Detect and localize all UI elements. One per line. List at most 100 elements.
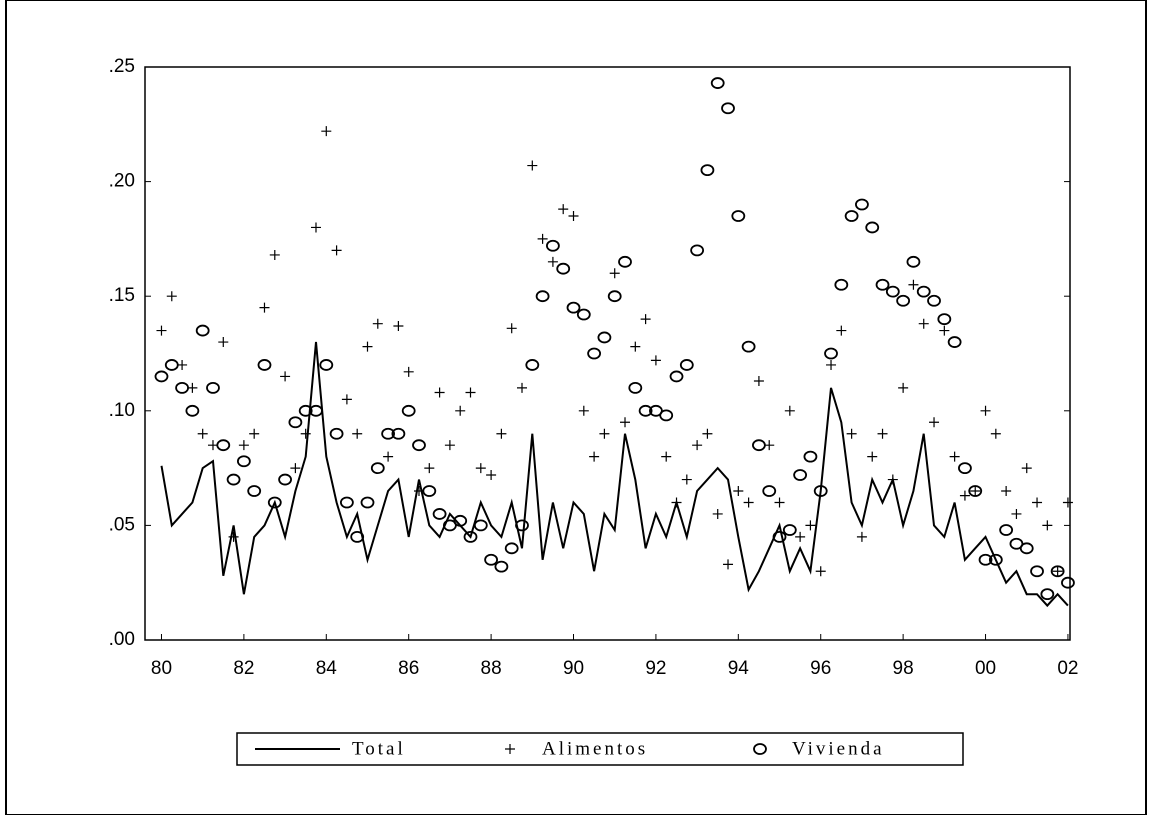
plus-marker	[681, 474, 692, 485]
x-tick-label: 86	[398, 658, 419, 679]
plus-marker	[856, 531, 867, 542]
plus-marker	[1021, 463, 1032, 474]
plus-marker	[259, 302, 270, 313]
x-tick-label: 00	[975, 658, 996, 679]
plus-marker	[300, 428, 311, 439]
plus-marker	[1042, 520, 1053, 531]
x-tick-label: 80	[151, 658, 172, 679]
plot-frame	[144, 66, 1071, 641]
circle-marker	[412, 439, 426, 452]
circle-marker	[236, 455, 251, 468]
circle-marker	[288, 416, 303, 429]
circle-marker	[185, 404, 200, 417]
plus-marker	[290, 463, 301, 474]
y-tick-label: .15	[109, 285, 135, 306]
circle-marker	[463, 530, 478, 543]
plus-marker	[166, 291, 177, 302]
circle-marker	[535, 290, 550, 303]
plus-marker	[341, 394, 352, 405]
plus-marker	[846, 428, 857, 439]
plus-marker	[1032, 497, 1043, 508]
legend-label: Alimentos	[542, 738, 648, 759]
circle-marker	[566, 301, 581, 314]
plus-marker	[1062, 497, 1073, 508]
plus-marker	[589, 451, 600, 462]
circle-marker	[309, 404, 323, 417]
plus-marker	[795, 531, 806, 542]
circle-marker	[432, 508, 447, 520]
plus-marker	[403, 366, 414, 377]
circle-marker	[247, 485, 262, 497]
legend-label: Vivienda	[792, 738, 885, 759]
circle-marker	[669, 370, 684, 383]
circle-marker	[556, 262, 571, 275]
circle-marker	[690, 244, 705, 257]
x-tick-label: 82	[233, 658, 254, 679]
circle-marker	[731, 210, 746, 222]
y-tick-label: .00	[109, 629, 135, 650]
circle-marker	[988, 553, 1003, 566]
circle-marker	[916, 285, 931, 298]
circle-marker	[947, 336, 962, 348]
plus-marker	[743, 497, 754, 508]
plus-marker	[929, 417, 940, 428]
plus-marker	[661, 451, 672, 462]
circle-marker	[958, 462, 972, 475]
plus-marker	[723, 559, 734, 570]
plus-marker	[826, 359, 837, 370]
plus-marker	[784, 405, 795, 416]
plus-marker	[774, 497, 785, 508]
circle-marker	[494, 560, 509, 573]
plus-marker	[434, 387, 445, 398]
circle-marker	[381, 427, 395, 440]
circle-marker	[576, 308, 591, 321]
plus-marker	[156, 325, 167, 336]
x-tick-label: 94	[728, 658, 750, 679]
circle-marker	[1030, 565, 1044, 578]
plus-marker	[547, 256, 558, 267]
circle-marker	[504, 542, 519, 555]
plus-marker	[413, 486, 424, 497]
circle-marker	[1061, 576, 1075, 589]
circle-marker	[154, 370, 169, 383]
y-tick-label: .20	[109, 171, 135, 192]
plus-marker	[393, 320, 404, 331]
plus-marker	[630, 341, 641, 352]
circle-marker	[638, 404, 653, 417]
x-tick-label: 92	[645, 658, 666, 679]
circle-marker	[782, 524, 797, 536]
circle-marker	[515, 519, 529, 532]
circle-marker	[370, 462, 385, 475]
plus-marker	[733, 486, 744, 497]
circle-marker	[855, 198, 869, 211]
x-tick-label: 98	[893, 658, 914, 679]
plus-marker	[455, 405, 466, 416]
circle-marker	[803, 450, 818, 463]
plus-marker	[764, 440, 775, 451]
plus-marker	[867, 451, 878, 462]
legend-label: Total	[352, 738, 406, 759]
circle-marker	[587, 347, 602, 360]
x-tick-label: 84	[316, 658, 338, 679]
circle-marker	[824, 347, 838, 360]
plus-marker	[815, 566, 826, 577]
circle-marker	[710, 77, 725, 89]
y-tick-label: .25	[109, 56, 135, 77]
circle-marker	[721, 102, 735, 115]
x-tick-label: 88	[481, 658, 502, 679]
plus-marker	[650, 355, 661, 366]
plus-marker	[187, 382, 198, 393]
circle-marker	[700, 164, 715, 177]
plus-marker	[496, 428, 507, 439]
circle-marker	[968, 485, 983, 497]
plus-marker	[321, 126, 332, 137]
plus-marker	[908, 279, 919, 290]
plus-marker	[197, 428, 208, 439]
circle-marker	[473, 519, 488, 532]
plus-marker	[578, 405, 589, 416]
x-tick-label: 90	[563, 658, 584, 679]
circle-marker	[937, 313, 952, 326]
circle-marker	[793, 469, 808, 481]
plus-marker	[269, 249, 280, 260]
